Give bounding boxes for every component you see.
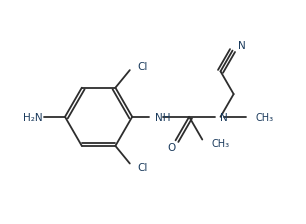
Text: O: O — [168, 143, 176, 153]
Text: NH: NH — [155, 113, 170, 123]
Text: CH₃: CH₃ — [255, 113, 273, 123]
Text: CH₃: CH₃ — [211, 139, 230, 149]
Text: H₂N: H₂N — [23, 113, 43, 123]
Text: Cl: Cl — [138, 62, 148, 72]
Text: Cl: Cl — [138, 163, 148, 173]
Text: N: N — [238, 41, 246, 51]
Text: N: N — [220, 113, 227, 123]
